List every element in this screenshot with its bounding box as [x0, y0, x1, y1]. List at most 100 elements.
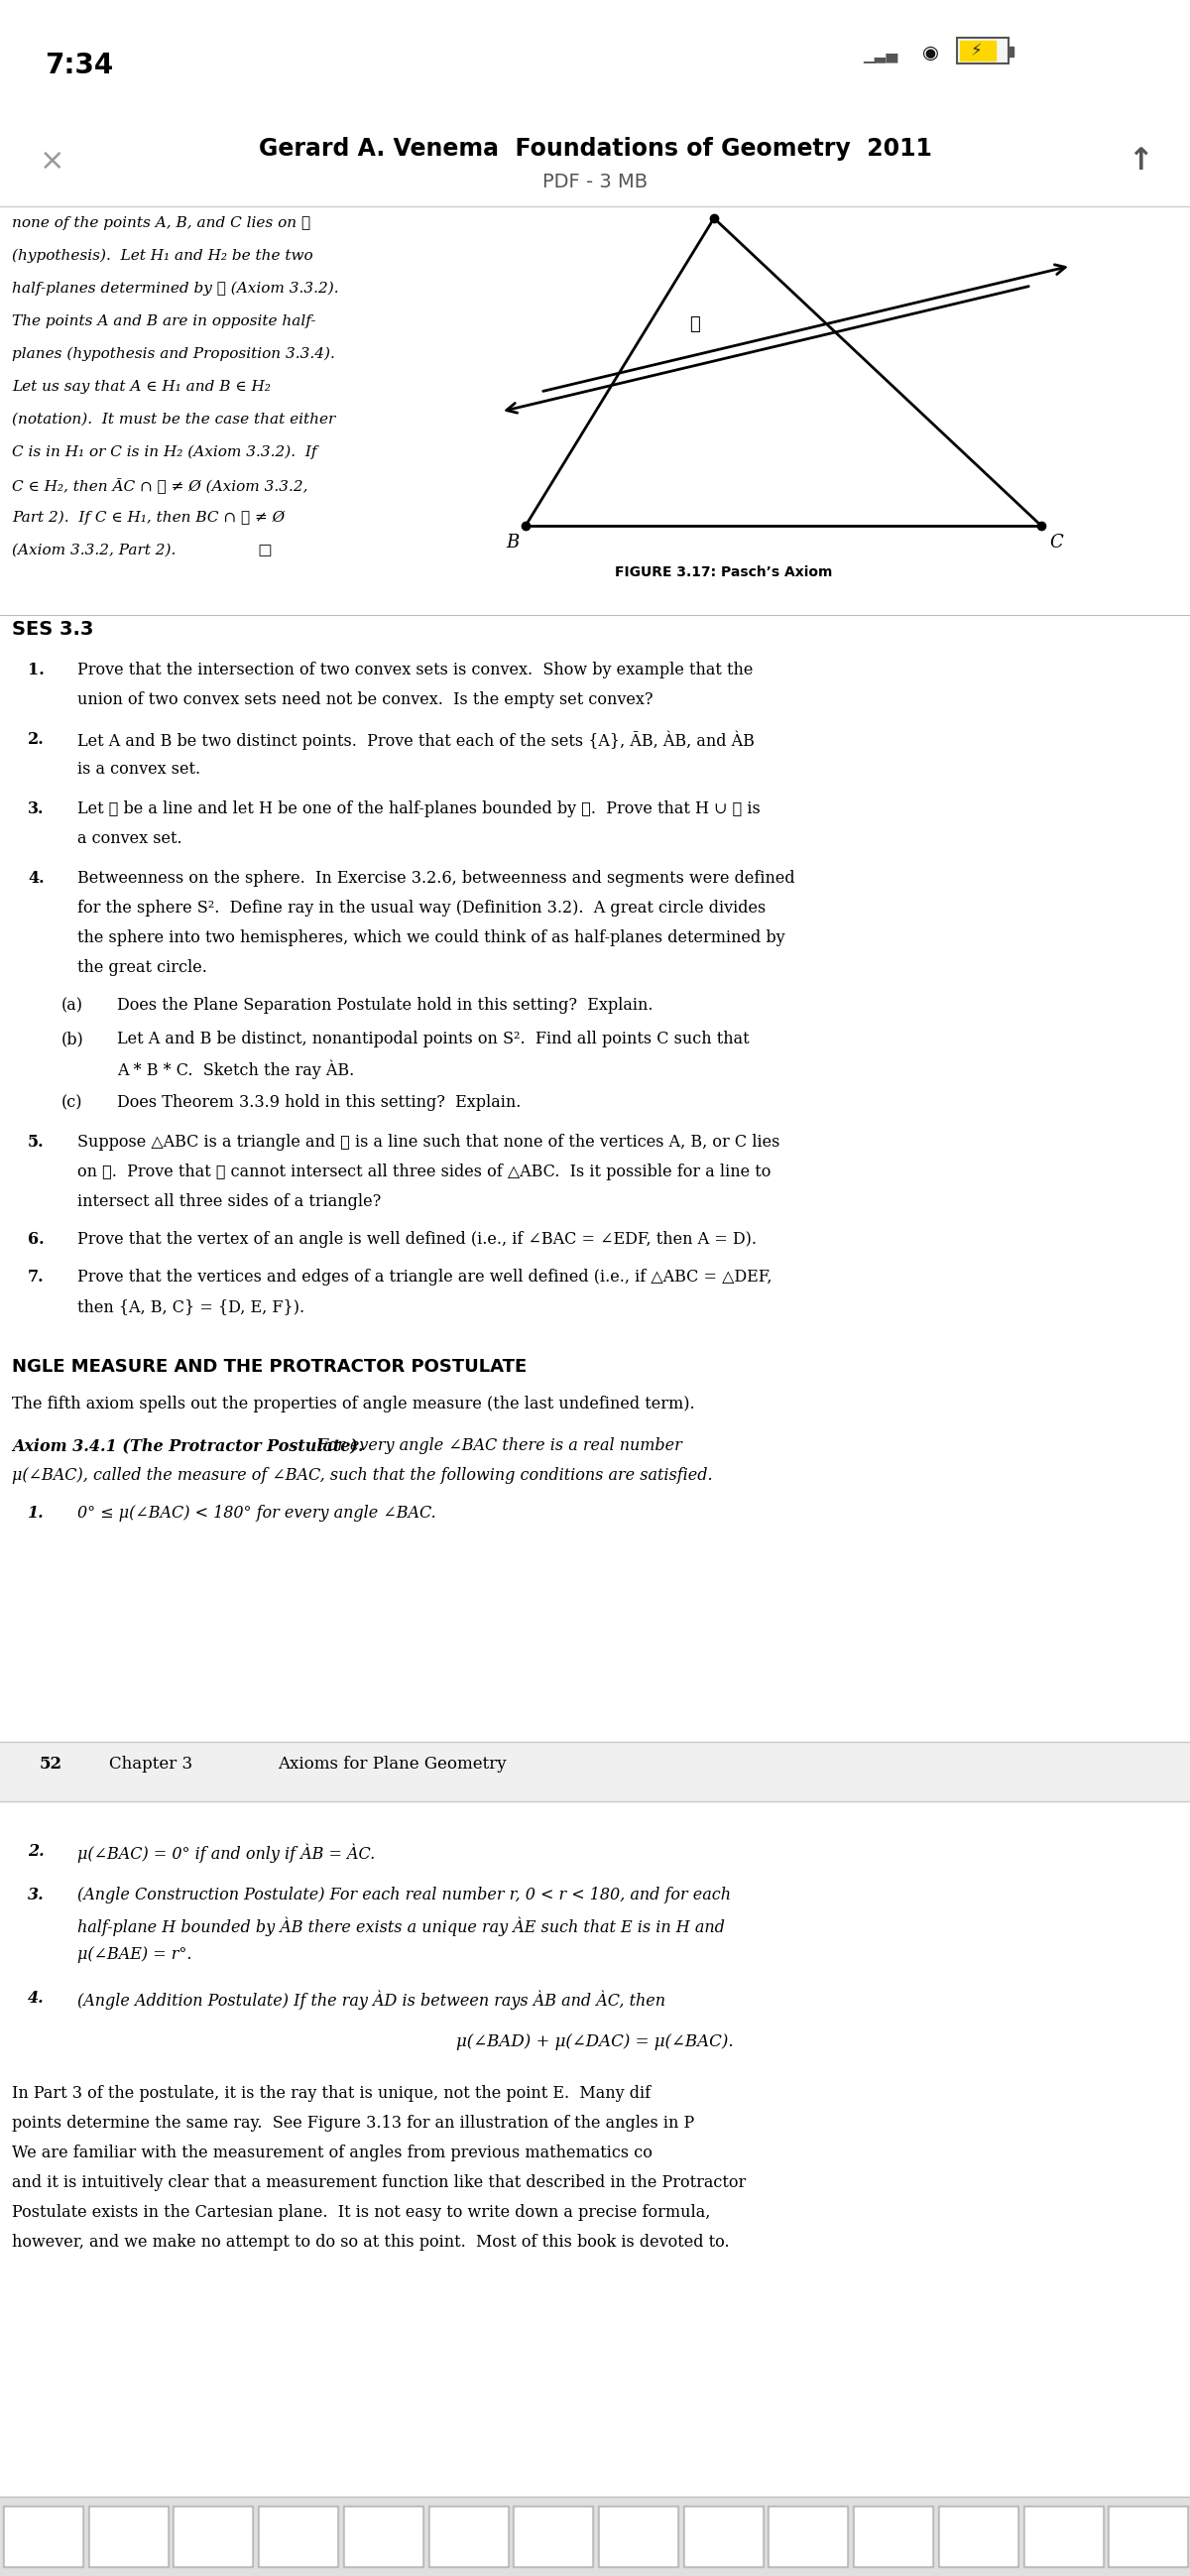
Text: planes (hypothesis and Proposition 3.3.4).: planes (hypothesis and Proposition 3.3.4… [12, 348, 336, 361]
Text: 4.: 4. [27, 1989, 44, 2007]
Text: Prove that the vertex of an angle is well defined (i.e., if ∠BAC = ∠EDF, then A : Prove that the vertex of an angle is wel… [77, 1231, 757, 1247]
Bar [2, 2506, 83, 2568]
Bar [853, 2506, 933, 2568]
Text: Let A and B be two distinct points.  Prove that each of the sets {A}, ĀB, ÀB, an: Let A and B be two distinct points. Prov… [77, 732, 754, 750]
Bar [1009, 46, 1014, 57]
Bar [940, 2506, 1016, 2566]
Text: 3.: 3. [27, 1886, 44, 1904]
Bar [854, 2506, 932, 2566]
Text: ◉: ◉ [922, 44, 939, 62]
Text: (Angle Construction Postulate) For each real number r, 0 < r < 180, and for each: (Angle Construction Postulate) For each … [77, 1886, 731, 1904]
Text: 52: 52 [39, 1757, 63, 1772]
Bar [1025, 2506, 1101, 2566]
Text: (notation).  It must be the case that either: (notation). It must be the case that eit… [12, 412, 336, 428]
FancyBboxPatch shape [957, 39, 1009, 64]
Text: then {A, B, C} = {D, E, F}).: then {A, B, C} = {D, E, F}). [77, 1298, 305, 1316]
Bar [88, 2506, 168, 2568]
Text: μ(∠BAD) + μ(∠DAC) = μ(∠BAC).: μ(∠BAD) + μ(∠DAC) = μ(∠BAC). [456, 2032, 734, 2050]
Bar [513, 2506, 594, 2568]
Bar [683, 2506, 763, 2568]
Text: ▁▃▅: ▁▃▅ [863, 46, 897, 62]
Bar [599, 2506, 678, 2568]
Text: ×: × [39, 147, 65, 175]
Bar [258, 2506, 338, 2568]
Bar [0, 1741, 1190, 1801]
Text: Let us say that A ∈ H₁ and B ∈ H₂: Let us say that A ∈ H₁ and B ∈ H₂ [12, 379, 270, 394]
Text: (hypothesis).  Let H₁ and H₂ be the two: (hypothesis). Let H₁ and H₂ be the two [12, 250, 313, 263]
Text: 5.: 5. [27, 1133, 44, 1151]
Text: C is in H₁ or C is in H₂ (Axiom 3.3.2).  If: C is in H₁ or C is in H₂ (Axiom 3.3.2). … [12, 446, 317, 459]
Text: the great circle.: the great circle. [77, 958, 207, 976]
Bar [173, 2506, 253, 2568]
Text: Prove that the vertices and edges of a triangle are well defined (i.e., if △ABC : Prove that the vertices and edges of a t… [77, 1267, 772, 1285]
Text: SES 3.3: SES 3.3 [12, 621, 94, 639]
Text: We are familiar with the measurement of angles from previous mathematics co: We are familiar with the measurement of … [12, 2143, 652, 2161]
Text: μ(∠BAC), called the measure of ∠BAC, such that the following conditions are sati: μ(∠BAC), called the measure of ∠BAC, suc… [12, 1468, 713, 1484]
Text: Does Theorem 3.3.9 hold in this setting?  Explain.: Does Theorem 3.3.9 hold in this setting?… [117, 1095, 521, 1110]
Bar [259, 2506, 337, 2566]
Text: Postulate exists in the Cartesian plane.  It is not easy to write down a precise: Postulate exists in the Cartesian plane.… [12, 2205, 710, 2221]
Bar [175, 2506, 251, 2566]
Text: A * B * C.  Sketch the ray ÀB.: A * B * C. Sketch the ray ÀB. [117, 1061, 355, 1079]
Text: intersect all three sides of a triangle?: intersect all three sides of a triangle? [77, 1193, 381, 1211]
Text: for the sphere S².  Define ray in the usual way (Definition 3.2).  A great circl: for the sphere S². Define ray in the usu… [77, 899, 766, 917]
Text: none of the points A, B, and C lies on ℓ: none of the points A, B, and C lies on ℓ [12, 216, 311, 229]
Text: Gerard A. Venema  Foundations of Geometry  2011: Gerard A. Venema Foundations of Geometry… [258, 137, 932, 160]
Text: Suppose △ABC is a triangle and ℓ is a line such that none of the vertices A, B, : Suppose △ABC is a triangle and ℓ is a li… [77, 1133, 779, 1151]
Text: however, and we make no attempt to do so at this point.  Most of this book is de: however, and we make no attempt to do so… [12, 2233, 729, 2251]
Text: and it is intuitively clear that a measurement function like that described in t: and it is intuitively clear that a measu… [12, 2174, 746, 2192]
Text: union of two convex sets need not be convex.  Is the empty set convex?: union of two convex sets need not be con… [77, 690, 653, 708]
Text: μ(∠BAC) = 0° if and only if ÀB = ÀC.: μ(∠BAC) = 0° if and only if ÀB = ÀC. [77, 1842, 375, 1862]
Text: 7:34: 7:34 [45, 52, 113, 80]
Text: ⚡: ⚡ [971, 41, 983, 59]
Text: 3.: 3. [27, 801, 44, 817]
Text: In Part 3 of the postulate, it is the ray that is unique, not the point E.  Many: In Part 3 of the postulate, it is the ra… [12, 2084, 651, 2102]
Text: (Axiom 3.3.2, Part 2).                 □: (Axiom 3.3.2, Part 2). □ [12, 544, 273, 556]
Text: 6.: 6. [27, 1231, 44, 1247]
Bar [90, 2506, 167, 2566]
Text: (c): (c) [62, 1095, 83, 1110]
Bar [343, 2506, 424, 2568]
Text: Does the Plane Separation Postulate hold in this setting?  Explain.: Does the Plane Separation Postulate hold… [117, 997, 653, 1015]
Text: PDF - 3 MB: PDF - 3 MB [543, 173, 647, 191]
Text: C ∈ H₂, then ĀC ∩ ℓ ≠ Ø (Axiom 3.3.2,: C ∈ H₂, then ĀC ∩ ℓ ≠ Ø (Axiom 3.3.2, [12, 479, 308, 495]
Text: Betweenness on the sphere.  In Exercise 3.2.6, betweenness and segments were def: Betweenness on the sphere. In Exercise 3… [77, 871, 795, 886]
Text: FIGURE 3.17: Pasch’s Axiom: FIGURE 3.17: Pasch’s Axiom [615, 564, 833, 580]
Bar [1108, 2506, 1189, 2568]
Bar [1023, 2506, 1103, 2568]
Text: The points A and B are in opposite half-: The points A and B are in opposite half- [12, 314, 315, 327]
Bar [345, 2506, 421, 2566]
Bar [960, 41, 996, 59]
Text: 1.: 1. [27, 662, 44, 677]
Text: For every angle ∠BAC there is a real number: For every angle ∠BAC there is a real num… [307, 1437, 682, 1453]
Text: B: B [506, 533, 519, 551]
Text: C: C [1050, 533, 1063, 551]
Text: NGLE MEASURE AND THE PROTRACTOR POSTULATE: NGLE MEASURE AND THE PROTRACTOR POSTULAT… [12, 1358, 527, 1376]
Bar [5, 2506, 81, 2566]
Text: half-planes determined by ℓ (Axiom 3.3.2).: half-planes determined by ℓ (Axiom 3.3.2… [12, 281, 339, 296]
Text: Part 2).  If C ∈ H₁, then BC ∩ ℓ ≠ Ø: Part 2). If C ∈ H₁, then BC ∩ ℓ ≠ Ø [12, 510, 284, 526]
Bar [1110, 2506, 1186, 2566]
Text: half-plane H bounded by ÀB there exists a unique ray ÀE such that E is in H and: half-plane H bounded by ÀB there exists … [77, 1917, 725, 1935]
Text: Axiom 3.4.1 (The Protractor Postulate).: Axiom 3.4.1 (The Protractor Postulate). [12, 1437, 364, 1453]
Text: Prove that the intersection of two convex sets is convex.  Show by example that : Prove that the intersection of two conve… [77, 662, 753, 677]
Text: 1.: 1. [27, 1504, 44, 1522]
Bar [938, 2506, 1019, 2568]
Text: The fifth axiom spells out the properties of angle measure (the last undefined t: The fifth axiom spells out the propertie… [12, 1396, 695, 1412]
Text: ↑: ↑ [1128, 147, 1153, 175]
Text: points determine the same ray.  See Figure 3.13 for an illustration of the angle: points determine the same ray. See Figur… [12, 2115, 695, 2130]
Text: (a): (a) [62, 997, 83, 1015]
Text: 7.: 7. [27, 1267, 44, 1285]
Text: the sphere into two hemispheres, which we could think of as half-planes determin: the sphere into two hemispheres, which w… [77, 930, 785, 945]
Text: Axioms for Plane Geometry: Axioms for Plane Geometry [277, 1757, 507, 1772]
Text: is a convex set.: is a convex set. [77, 760, 200, 778]
Text: (Angle Addition Postulate) If the ray ÀD is between rays ÀB and ÀC, then: (Angle Addition Postulate) If the ray ÀD… [77, 1989, 665, 2009]
Text: Chapter 3: Chapter 3 [109, 1757, 193, 1772]
Text: 4.: 4. [27, 871, 44, 886]
Text: Let ℓ be a line and let H be one of the half-planes bounded by ℓ.  Prove that H : Let ℓ be a line and let H be one of the … [77, 801, 760, 817]
Text: 2.: 2. [27, 732, 44, 747]
Text: 2.: 2. [27, 1842, 44, 1860]
Text: 0° ≤ μ(∠BAC) < 180° for every angle ∠BAC.: 0° ≤ μ(∠BAC) < 180° for every angle ∠BAC… [77, 1504, 436, 1522]
Bar [515, 2506, 591, 2566]
Text: μ(∠BAE) = r°.: μ(∠BAE) = r°. [77, 1945, 192, 1963]
